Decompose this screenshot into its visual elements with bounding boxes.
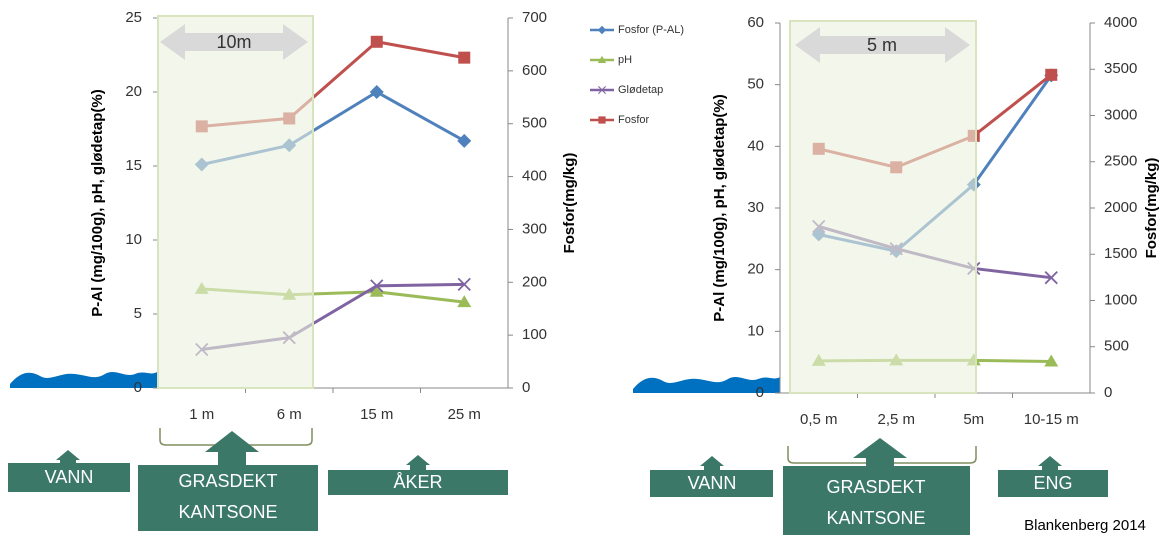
zone-label: VANN — [688, 473, 737, 493]
y2-tick-label: 700 — [522, 9, 547, 26]
y2-tick-label: 100 — [522, 326, 547, 343]
zone-label: ÅKER — [393, 472, 442, 492]
y2-axis-title: Fosfor(mg/kg) — [561, 153, 578, 254]
y-tick-label: 5 — [134, 305, 142, 322]
y2-tick-label: 0 — [522, 379, 530, 396]
legend-label: pH — [618, 54, 632, 66]
x-tick-label: 25 m — [448, 406, 481, 423]
y-tick-label: 50 — [747, 76, 764, 93]
buffer-zone — [158, 16, 313, 388]
y2-tick-label: 3500 — [1104, 60, 1137, 77]
legend-label: Fosfor (P-AL) — [618, 24, 684, 36]
x-tick-label: 15 m — [360, 406, 393, 423]
y-tick-label: 25 — [125, 9, 142, 26]
legend-label: Fosfor — [618, 114, 650, 126]
y2-tick-label: 500 — [522, 115, 547, 132]
y-tick-label: 0 — [756, 384, 764, 401]
marker — [598, 116, 605, 123]
zone-label: GRASDEKT — [826, 477, 925, 497]
y2-tick-label: 500 — [1104, 338, 1129, 355]
marker — [457, 134, 471, 148]
y-tick-label: 20 — [747, 261, 764, 278]
zone-label: GRASDEKT — [178, 471, 277, 491]
y2-tick-label: 1000 — [1104, 291, 1137, 308]
y-tick-label: 10 — [125, 231, 142, 248]
x-tick-label: 6 m — [277, 406, 302, 423]
y2-tick-label: 200 — [522, 273, 547, 290]
width-label: 5 m — [867, 35, 897, 55]
y2-tick-label: 0 — [1104, 384, 1112, 401]
zone-label: VANN — [45, 467, 94, 487]
y2-tick-label: 3000 — [1104, 106, 1137, 123]
y-tick-label: 0 — [134, 379, 142, 396]
y2-tick-label: 4000 — [1104, 14, 1137, 31]
zone-label: KANTSONE — [178, 502, 277, 522]
x-tick-label: 2,5 m — [877, 411, 915, 428]
y2-tick-label: 600 — [522, 62, 547, 79]
y2-tick-label: 400 — [522, 168, 547, 185]
y-tick-label: 40 — [747, 137, 764, 154]
zone-label: ENG — [1033, 473, 1072, 493]
zone-label: KANTSONE — [826, 508, 925, 528]
y-tick-label: 15 — [125, 157, 142, 174]
marker — [370, 85, 384, 99]
y2-tick-label: 2000 — [1104, 199, 1137, 216]
y-tick-label: 30 — [747, 199, 764, 216]
x-tick-label: 1 m — [189, 406, 214, 423]
x-tick-label: 5m — [963, 411, 984, 428]
y2-tick-label: 2500 — [1104, 153, 1137, 170]
marker — [371, 36, 383, 48]
buffer-zone — [790, 21, 976, 393]
figure: 05101520250100200300400500600700P-Al (mg… — [0, 0, 1173, 540]
y-tick-label: 20 — [125, 83, 142, 100]
x-tick-label: 10-15 m — [1024, 411, 1079, 428]
legend-label: Glødetap — [618, 84, 663, 96]
width-label: 10m — [216, 32, 251, 52]
x-tick-label: 0,5 m — [800, 411, 838, 428]
source: Blankenberg 2014 — [1024, 517, 1146, 534]
marker — [458, 52, 470, 64]
marker — [598, 26, 606, 34]
marker — [1045, 69, 1057, 81]
legend: Fosfor (P-AL) pH Glødetap Fosfor — [590, 24, 684, 126]
y-axis-title: P-Al (mg/100g), pH, glødetap(%) — [711, 94, 728, 322]
zones — [8, 431, 1108, 535]
y2-axis-title: Fosfor(mg/kg) — [1143, 158, 1160, 259]
y-axis-title: P-Al (mg/100g), pH, glødetap(%) — [89, 89, 106, 317]
y2-tick-label: 1500 — [1104, 245, 1137, 262]
y2-tick-label: 300 — [522, 220, 547, 237]
y-tick-label: 60 — [747, 14, 764, 31]
y-tick-label: 10 — [747, 322, 764, 339]
